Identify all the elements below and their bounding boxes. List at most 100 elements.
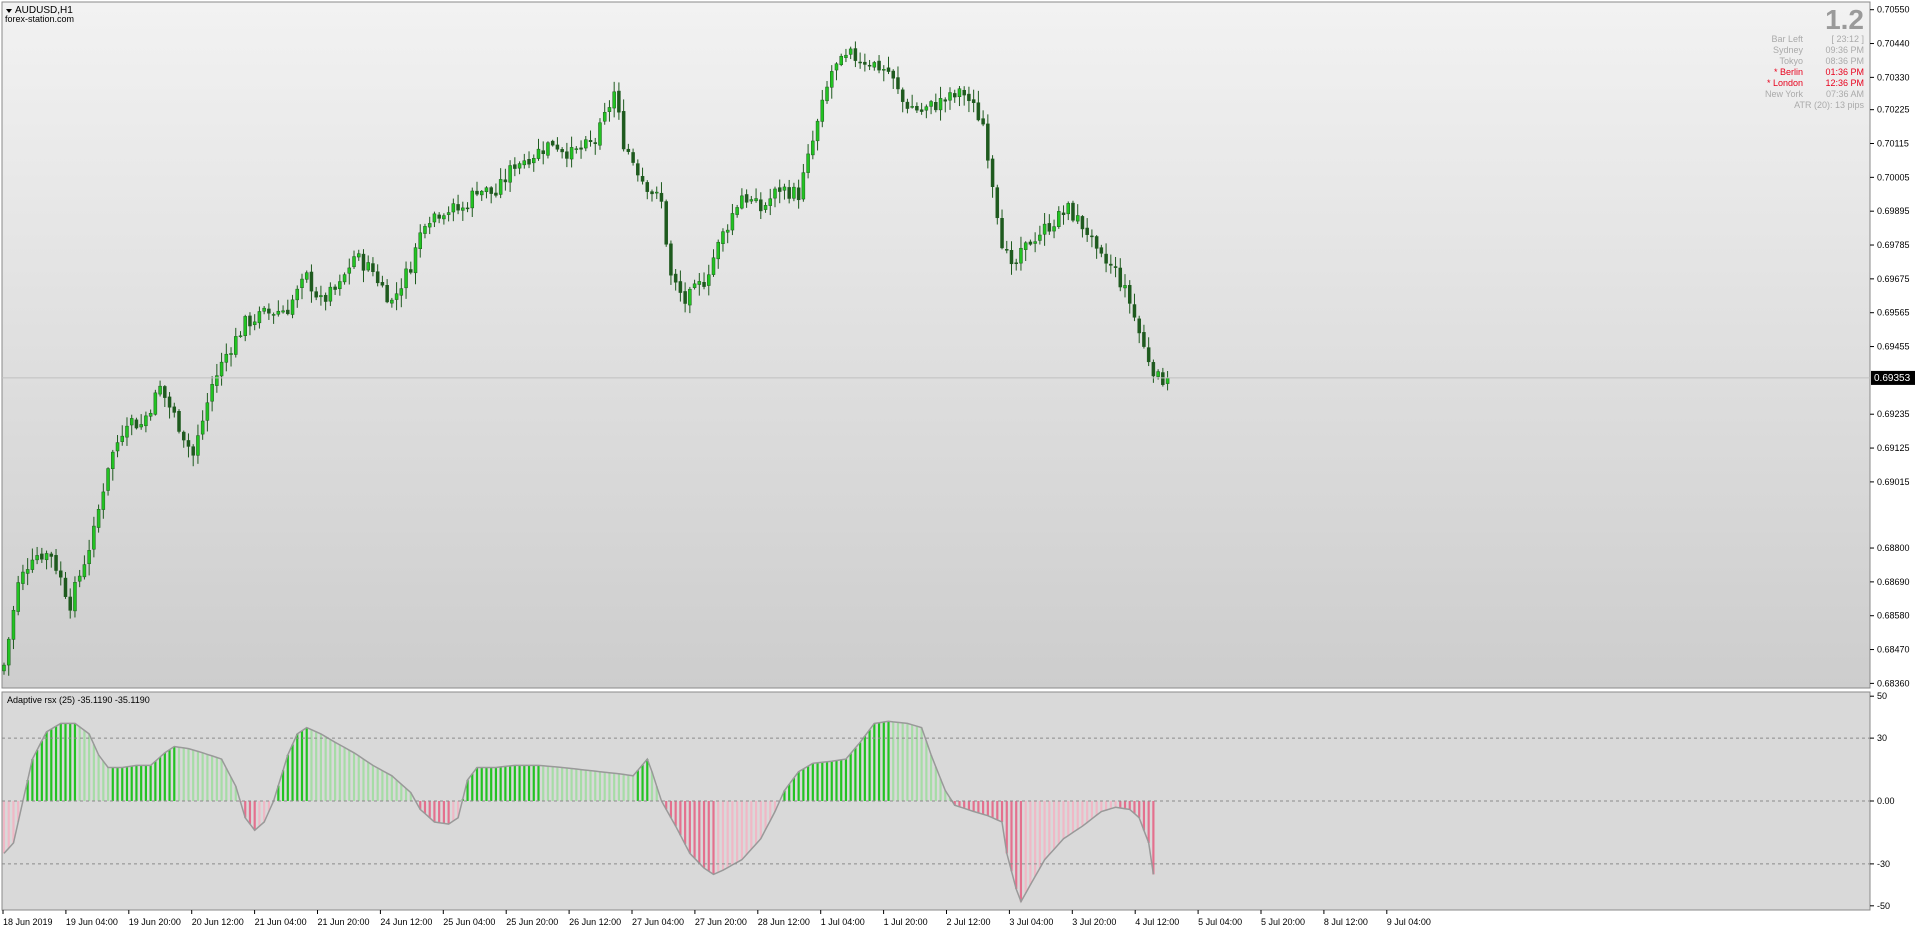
candle-body bbox=[1090, 235, 1094, 238]
candle bbox=[342, 272, 347, 285]
candle bbox=[541, 141, 545, 165]
candle bbox=[120, 425, 124, 446]
symbol-header[interactable]: AUDUSD,H1 forex-station.com bbox=[5, 5, 74, 24]
candle-body bbox=[858, 61, 862, 64]
candle-body bbox=[25, 569, 30, 574]
candle-body bbox=[626, 148, 631, 152]
dropdown-triangle-icon[interactable] bbox=[6, 9, 12, 13]
candle-body bbox=[229, 353, 233, 355]
info-row-value: [ 23:12 ] bbox=[1831, 34, 1864, 44]
candle-body bbox=[314, 291, 318, 298]
candle-body bbox=[1028, 241, 1033, 245]
candle bbox=[503, 168, 508, 191]
candle bbox=[163, 385, 167, 408]
candle-body bbox=[21, 571, 25, 584]
price-panel[interactable] bbox=[1, 1, 1871, 689]
candle bbox=[602, 102, 607, 125]
price-tick-label: 0.70225 bbox=[1877, 105, 1910, 115]
candle-body bbox=[929, 101, 933, 107]
candle bbox=[560, 147, 564, 159]
info-row-value: 12:36 PM bbox=[1825, 78, 1864, 88]
candle bbox=[418, 224, 422, 258]
candle-body bbox=[248, 315, 252, 327]
info-row-value: 07:36 AM bbox=[1826, 89, 1864, 99]
candle-body bbox=[375, 271, 380, 284]
candle-body bbox=[465, 207, 470, 210]
candle-body bbox=[1123, 285, 1127, 289]
candle-body bbox=[1146, 347, 1151, 363]
candle-body bbox=[853, 48, 858, 61]
info-row-label: Tokyo bbox=[1779, 56, 1803, 66]
candle-body bbox=[919, 109, 924, 112]
candle-body bbox=[1142, 332, 1146, 347]
time-tick-label: 25 Jun 20:00 bbox=[506, 917, 558, 927]
candle-body bbox=[219, 361, 224, 377]
candle-body bbox=[423, 226, 427, 234]
candle bbox=[404, 261, 408, 299]
candle-body bbox=[404, 268, 408, 289]
candle-body bbox=[30, 559, 35, 570]
candle bbox=[863, 53, 867, 72]
candle-body bbox=[863, 61, 867, 65]
candle-body bbox=[144, 415, 148, 427]
candle-body bbox=[905, 101, 910, 109]
candle bbox=[25, 558, 30, 586]
candle-body bbox=[522, 160, 527, 166]
candle bbox=[101, 483, 106, 519]
candle bbox=[35, 546, 39, 565]
candle-body bbox=[456, 204, 460, 211]
candle-body bbox=[1080, 216, 1085, 230]
candle bbox=[962, 86, 966, 106]
candle bbox=[470, 187, 475, 217]
candle-body bbox=[796, 187, 801, 201]
candle-body bbox=[101, 491, 106, 510]
candle bbox=[555, 137, 560, 152]
candle-body bbox=[1066, 203, 1070, 215]
candle-body bbox=[683, 291, 687, 304]
candle-body bbox=[399, 288, 404, 296]
price-tick-label: 0.70440 bbox=[1877, 39, 1910, 49]
candle-body bbox=[707, 274, 711, 286]
candle bbox=[489, 186, 493, 204]
time-tick-label: 25 Jun 04:00 bbox=[443, 917, 495, 927]
oscillator-tick-label: 50 bbox=[1877, 691, 1887, 701]
candle-body bbox=[740, 195, 744, 209]
candle-body bbox=[153, 392, 158, 415]
candle-body bbox=[342, 274, 347, 283]
candle-body bbox=[1023, 242, 1028, 250]
candle bbox=[574, 146, 579, 154]
candle bbox=[125, 417, 129, 446]
candle bbox=[744, 189, 749, 208]
candle bbox=[777, 179, 782, 204]
candle-body bbox=[1156, 371, 1160, 377]
candle bbox=[338, 274, 342, 296]
candle-body bbox=[1005, 249, 1009, 251]
current-price-tag bbox=[1871, 370, 1915, 385]
candle bbox=[844, 48, 848, 63]
candle bbox=[375, 264, 380, 287]
candle bbox=[1028, 239, 1033, 246]
candle bbox=[465, 202, 470, 213]
candle-body bbox=[446, 212, 451, 215]
candle-body bbox=[489, 187, 493, 194]
candle-body bbox=[427, 223, 432, 228]
candle-body bbox=[371, 263, 375, 272]
candle bbox=[1075, 204, 1080, 224]
candle-body bbox=[390, 299, 394, 304]
candle bbox=[749, 195, 754, 204]
candle-body bbox=[711, 257, 716, 275]
candle bbox=[304, 270, 309, 283]
candle bbox=[848, 46, 853, 60]
candle bbox=[262, 306, 266, 315]
candle bbox=[967, 86, 971, 113]
candle bbox=[806, 144, 810, 179]
candle-body bbox=[555, 144, 560, 150]
candle bbox=[1123, 274, 1127, 298]
candle-body bbox=[394, 293, 399, 300]
candle-body bbox=[607, 107, 612, 112]
candle-body bbox=[754, 198, 758, 202]
candle-body bbox=[1151, 362, 1156, 377]
candle-body bbox=[1033, 241, 1037, 244]
candle-body bbox=[158, 385, 162, 395]
